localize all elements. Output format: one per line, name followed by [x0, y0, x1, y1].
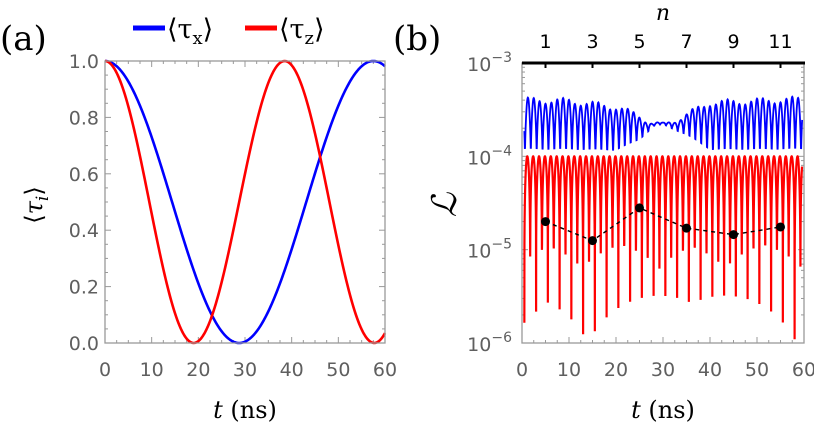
plot-a-curves	[104, 59, 387, 345]
plot-a-xtick: 10	[140, 359, 164, 381]
plot-a-xtick: 20	[186, 359, 210, 381]
n-marker	[588, 236, 597, 246]
plot-a-xtick: 0	[99, 359, 111, 381]
n-marker	[729, 230, 738, 240]
plot-b-xtick: 0	[516, 359, 528, 381]
plot-b-ylabel: ℒ	[425, 191, 465, 217]
plot-b-tick-labels: 0 10 20 30 40 50 60 10−6 10−5 10−4 10−3 1 3 5 7 9 11	[467, 31, 814, 381]
plot-a-frame	[104, 60, 386, 344]
plot-b-ytick: 10−6	[467, 330, 512, 356]
n-marker	[635, 203, 644, 213]
plot-a-xtick: 30	[233, 359, 257, 381]
plot-a-ytick: 0.8	[69, 107, 99, 129]
legend: ⟨τx⟩ ⟨τz⟩	[133, 14, 325, 49]
plot-a-ticks	[104, 60, 386, 344]
plot-b-top-xtick: 3	[586, 31, 598, 53]
plot-b-top-xtick: 9	[727, 31, 739, 53]
plot-a-ytick: 0.4	[69, 220, 99, 242]
plot-b-top-xtick: 1	[539, 31, 551, 53]
plot-b-xtick: 40	[698, 359, 722, 381]
plot-a-xtick: 40	[280, 359, 304, 381]
plot-a-ytick: 0.0	[69, 333, 99, 355]
plot-a-xtick: 60	[373, 359, 397, 381]
n-marker	[541, 217, 550, 227]
plot-a-xlabel: t (ns)	[213, 396, 277, 424]
plot-a-ytick: 0.6	[69, 164, 99, 186]
plot-a-ytick: 0.2	[69, 277, 99, 299]
plot-a-ylabel: ⟨τi⟩	[20, 186, 53, 223]
plot-b-curves	[523, 95, 804, 340]
plot-a: 0 10 20 30 40 50 60 0.0 0.2 0.4 0.6 0.8 1.0 t (ns) ⟨…	[20, 51, 397, 424]
plot-a-ytick: 1.0	[69, 51, 99, 73]
plot-b-top-xtick: 5	[633, 31, 645, 53]
plot-b-xlabel: t (ns)	[631, 396, 695, 424]
legend-label-z: ⟨τz⟩	[279, 14, 325, 49]
plot-b-xtick: 30	[651, 359, 675, 381]
n-marker	[776, 222, 785, 232]
plot-a-tick-labels: 0 10 20 30 40 50 60 0.0 0.2 0.4 0.6 0.8 1.0	[69, 51, 397, 381]
plot-b-xtick: 50	[745, 359, 769, 381]
panel-label-a: (a)	[0, 19, 47, 59]
plot-a-xtick: 50	[326, 359, 350, 381]
plot-b-top-xlabel: n	[656, 1, 670, 26]
panel-label-b: (b)	[393, 19, 441, 59]
plot-b-xtick: 60	[792, 359, 814, 381]
plot-b-ytick: 10−3	[467, 50, 512, 76]
plot-b-xtick: 10	[557, 359, 581, 381]
legend-label-x: ⟨τx⟩	[167, 14, 213, 49]
plot-b-top-xtick: 7	[680, 31, 692, 53]
plot-b-top-xtick: 11	[768, 31, 792, 53]
plot-b-ytick: 10−4	[467, 143, 512, 169]
plot-b-ytick: 10−5	[467, 237, 512, 263]
plot-b: 0 10 20 30 40 50 60 10−6 10−5 10−4 10−3 1 3 5 7 9 11 n t…	[425, 1, 814, 424]
plot-b-xtick: 20	[604, 359, 628, 381]
n-marker	[682, 223, 691, 233]
